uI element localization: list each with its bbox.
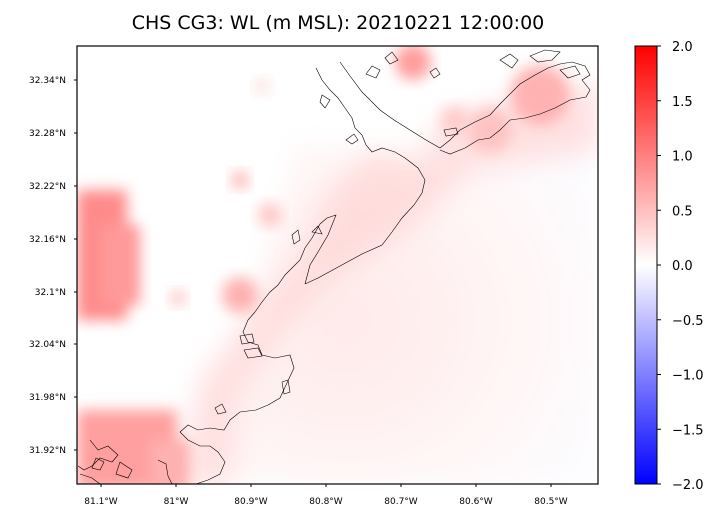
- colorbar-tick-label: 0.5: [672, 204, 693, 219]
- latitude-labels: 32.34°N 32.28°N 32.22°N 32.16°N 32.1°N 32.04°…: [29, 76, 77, 456]
- lon-tick-label: 81.1°W: [84, 497, 118, 507]
- colorbar-tick-label: 2.0: [672, 40, 693, 55]
- lat-tick-label: 32.16°N: [29, 235, 66, 245]
- coastline: [77, 49, 591, 484]
- lon-tick-label: 80.7°W: [384, 497, 418, 507]
- lat-tick-label: 32.28°N: [29, 129, 66, 139]
- lon-tick-label: 80.8°W: [309, 497, 343, 507]
- colorbar: [634, 45, 658, 485]
- lat-tick-label: 31.92°N: [29, 446, 66, 456]
- lon-tick-label: 80.5°W: [534, 497, 568, 507]
- colorbar-labels: 2.0 1.5 1.0 0.5 0.0 −0.5 −1.0 −1.5 −2.0: [657, 40, 704, 493]
- colorbar-tick-label: −1.0: [672, 369, 704, 384]
- map-title: CHS CG3: WL (m MSL): 20210221 12:00:00: [131, 12, 545, 34]
- colorbar-tick-label: 1.0: [672, 150, 693, 165]
- lat-tick-label: 32.34°N: [29, 76, 66, 86]
- lon-tick-label: 80.9°W: [234, 497, 268, 507]
- lat-tick-label: 32.1°N: [35, 288, 66, 298]
- map-frame: [76, 45, 599, 485]
- colorbar-tick-label: −0.5: [672, 314, 704, 329]
- longitude-labels: 81.1°W 81°W 80.9°W 80.8°W 80.7°W 80.6°W 80.5°W: [84, 484, 568, 507]
- lat-tick-label: 31.98°N: [29, 393, 66, 403]
- colorbar-tick-label: 1.5: [672, 95, 693, 110]
- water-level-field: [77, 46, 598, 484]
- lat-tick-label: 32.04°N: [29, 340, 66, 350]
- colorbar-tick-label: −2.0: [672, 478, 704, 493]
- colorbar-tick-label: 0.0: [672, 259, 693, 274]
- colorbar-tick-label: −1.5: [672, 423, 704, 438]
- lat-tick-label: 32.22°N: [29, 182, 66, 192]
- lon-tick-label: 80.6°W: [459, 497, 493, 507]
- lon-tick-label: 81°W: [164, 497, 189, 507]
